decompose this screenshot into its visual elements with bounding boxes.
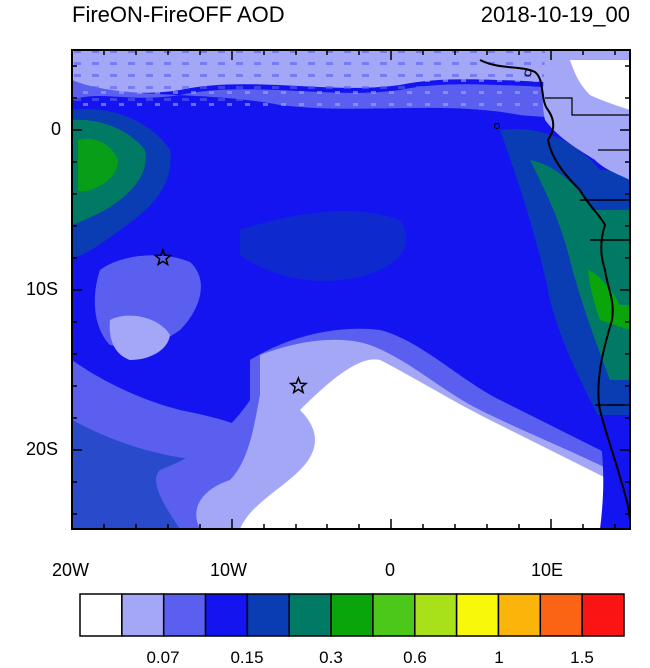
colorbar-box <box>330 593 374 637</box>
y-tick-20s: 20S <box>26 439 59 459</box>
station-markers <box>153 247 309 395</box>
colorbar-label-1.5: 1.5 <box>570 648 594 667</box>
colorbar-label-0.07: 0.07 <box>146 648 180 667</box>
colorbar-label-0.6: 0.6 <box>403 648 427 667</box>
colorbar-box <box>497 593 542 637</box>
colorbar-box <box>539 593 583 637</box>
axis-ticks <box>71 50 630 529</box>
x-tick-10w: 10W <box>210 560 248 580</box>
colorbar-box <box>455 593 500 637</box>
colorbar-label-0.15: 0.15 <box>230 648 264 667</box>
x-tick-0: 0 <box>385 560 396 580</box>
colorbar-label-0.3: 0.3 <box>319 648 343 667</box>
x-tick-20w: 20W <box>52 560 90 580</box>
colorbar <box>79 593 625 637</box>
colorbar-box <box>204 593 249 637</box>
x-tick-10e: 10E <box>531 560 564 580</box>
colorbar-box <box>414 593 458 637</box>
colorbar-box <box>288 593 332 637</box>
y-tick-0: 0 <box>51 119 62 139</box>
y-tick-10s: 10S <box>26 279 59 299</box>
colorbar-box <box>121 593 165 637</box>
colorbar-label-1: 1 <box>494 648 504 667</box>
title-right: 2018-10-19_00 <box>480 2 630 27</box>
colorbar-box <box>581 593 625 637</box>
colorbar-box <box>162 593 207 637</box>
star-2-marker <box>288 375 309 395</box>
colorbar-box <box>246 593 290 637</box>
aod-field <box>72 50 630 529</box>
star-1-marker <box>153 247 173 267</box>
colorbar-box <box>372 593 416 637</box>
colorbar-box <box>79 593 123 637</box>
title-left: FireON-FireOFF AOD <box>72 2 285 27</box>
